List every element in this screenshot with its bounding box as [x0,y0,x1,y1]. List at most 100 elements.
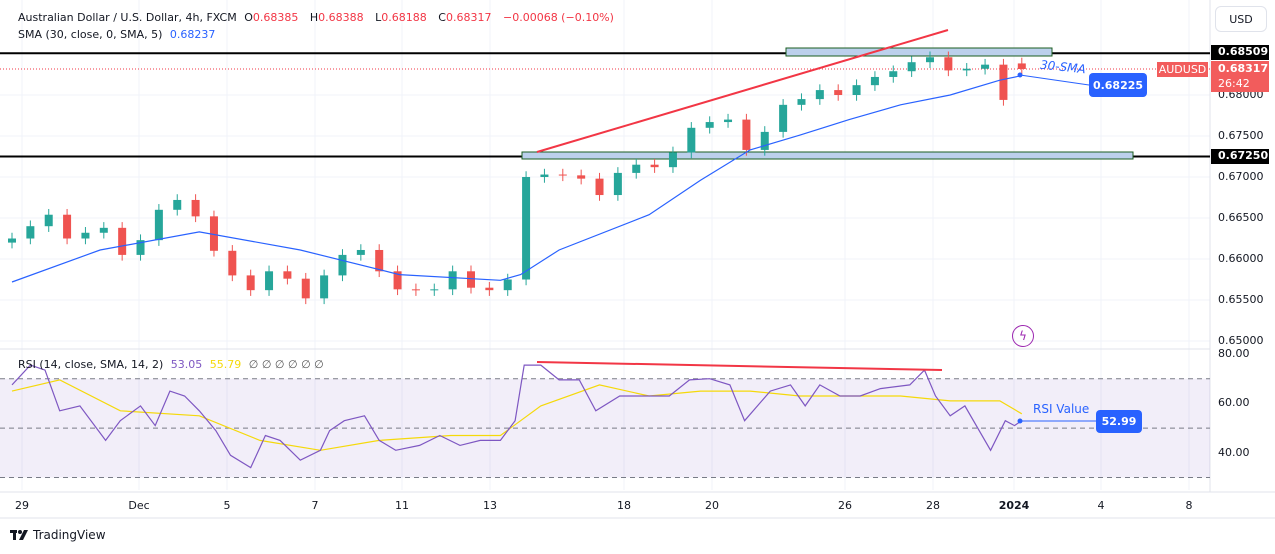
sma-legend-value: 0.68237 [169,28,216,41]
rsi-callout-dot [1017,418,1023,424]
candle-down [191,199,200,217]
time-tick: 11 [395,499,409,512]
rsi-legend-label: RSI (14, close, SMA, 14, 2) [18,358,164,371]
rsi-line [11,364,1023,469]
price-trend-line [536,29,949,153]
time-tick: 18 [617,499,631,512]
rsi-legend[interactable]: RSI (14, close, SMA, 14, 2) 53.05 55.79 … [18,358,328,371]
rsi-tick: 80.00 [1218,347,1250,360]
tradingview-icon [10,530,28,540]
candle-up [522,177,531,280]
price-tick: 0.67000 [1218,170,1264,183]
sma-callout-dot [1017,72,1023,78]
rsi-trend-line [536,361,943,371]
candle-down [393,271,402,290]
candle-up [26,226,35,239]
high-value: H0.68388 [310,11,368,24]
candle-up [962,68,971,71]
open-value: O0.68385 [244,11,302,24]
sma-legend[interactable]: SMA (30, close, 0, SMA, 5) 0.68237 [18,28,219,41]
candle-up [724,119,733,123]
sma-callout-line [1019,74,1090,86]
rsi-value-badge[interactable]: 52.99 [1096,410,1142,433]
time-tick: 7 [311,499,319,512]
candle-up [448,271,457,290]
candle-up [338,254,347,276]
candle-up [613,172,622,196]
rsi-legend-extra: ∅ ∅ ∅ ∅ ∅ ∅ [248,358,324,371]
currency-button[interactable]: USD [1215,6,1267,32]
close-number: 0.68317 [445,11,492,24]
resistance-zone [785,47,1053,57]
price-tick: 0.66000 [1218,252,1264,265]
low-number: 0.68188 [381,11,427,24]
candle-up [687,127,696,153]
candle-up [760,131,769,150]
rsi-legend-value: 53.05 [170,358,203,371]
candle-down [467,271,475,288]
candle-down [999,64,1008,100]
candle-up [8,238,16,243]
candle-down [411,289,420,291]
candle-up [852,85,861,95]
candle-down [742,119,751,150]
candle-up [154,209,163,241]
sma-value-badge[interactable]: 0.68225 [1089,73,1147,97]
level-label-lower: 0.67250 [1211,149,1269,164]
close-label: C [438,11,446,24]
candle-down [485,287,494,291]
candle-up [430,289,439,291]
symbol-title: Australian Dollar / U.S. Dollar, 4h, FXC… [18,11,237,24]
time-tick: 26 [838,499,852,512]
high-number: 0.68388 [318,11,364,24]
candle-down [1017,63,1026,70]
candle-up [870,76,879,86]
time-tick: 29 [15,499,29,512]
low-value: L0.68188 [375,11,431,24]
candle-down [558,174,567,176]
high-label: H [309,11,319,24]
rsi-tick: 40.00 [1218,445,1250,459]
sma-line [11,75,1022,283]
candle-up [632,164,641,173]
candle-up [81,232,90,239]
candle-up [981,64,990,69]
rsi-annotation-text[interactable]: RSI Value [1033,402,1090,416]
candle-down [246,275,255,291]
time-tick: 28 [926,499,940,512]
rsi-ma-legend-value: 55.79 [209,358,242,371]
level-label-upper: 0.68509 [1211,45,1269,60]
lightning-icon[interactable]: ϟ [1012,325,1034,347]
time-tick: 8 [1185,499,1193,512]
candle-up [265,271,274,291]
time-tick: 4 [1097,499,1105,512]
time-tick: 5 [223,499,231,512]
candle-up [926,57,934,63]
candle-up [705,122,714,128]
candle-down [63,214,72,239]
rsi-ma-line [11,379,1023,451]
candle-up [173,199,182,210]
candle-down [375,249,384,272]
candle-up [815,90,824,100]
open-label: O [244,11,253,24]
candle-up [44,214,53,227]
change-value: −0.00068 (−0.10%) [502,11,614,24]
sma-legend-label: SMA (30, close, 0, SMA, 5) [18,28,163,41]
candle-up [779,104,788,132]
price-tick: 0.65000 [1218,334,1264,347]
brand-name: TradingView [33,528,106,542]
close-value: C0.68317 [438,11,495,24]
candle-up [797,99,806,105]
rsi-tick: 60.00 [1218,396,1250,410]
candle-up [320,275,329,299]
price-tick: 0.65500 [1218,293,1264,306]
symbol-tag: AUDUSD [1157,62,1208,77]
tradingview-logo[interactable]: TradingView [10,528,106,542]
time-tick: Dec [128,499,150,512]
low-label: L [375,11,382,24]
candle-up [356,249,365,255]
candle-down [595,178,604,196]
price-tick: 0.67500 [1218,129,1264,142]
